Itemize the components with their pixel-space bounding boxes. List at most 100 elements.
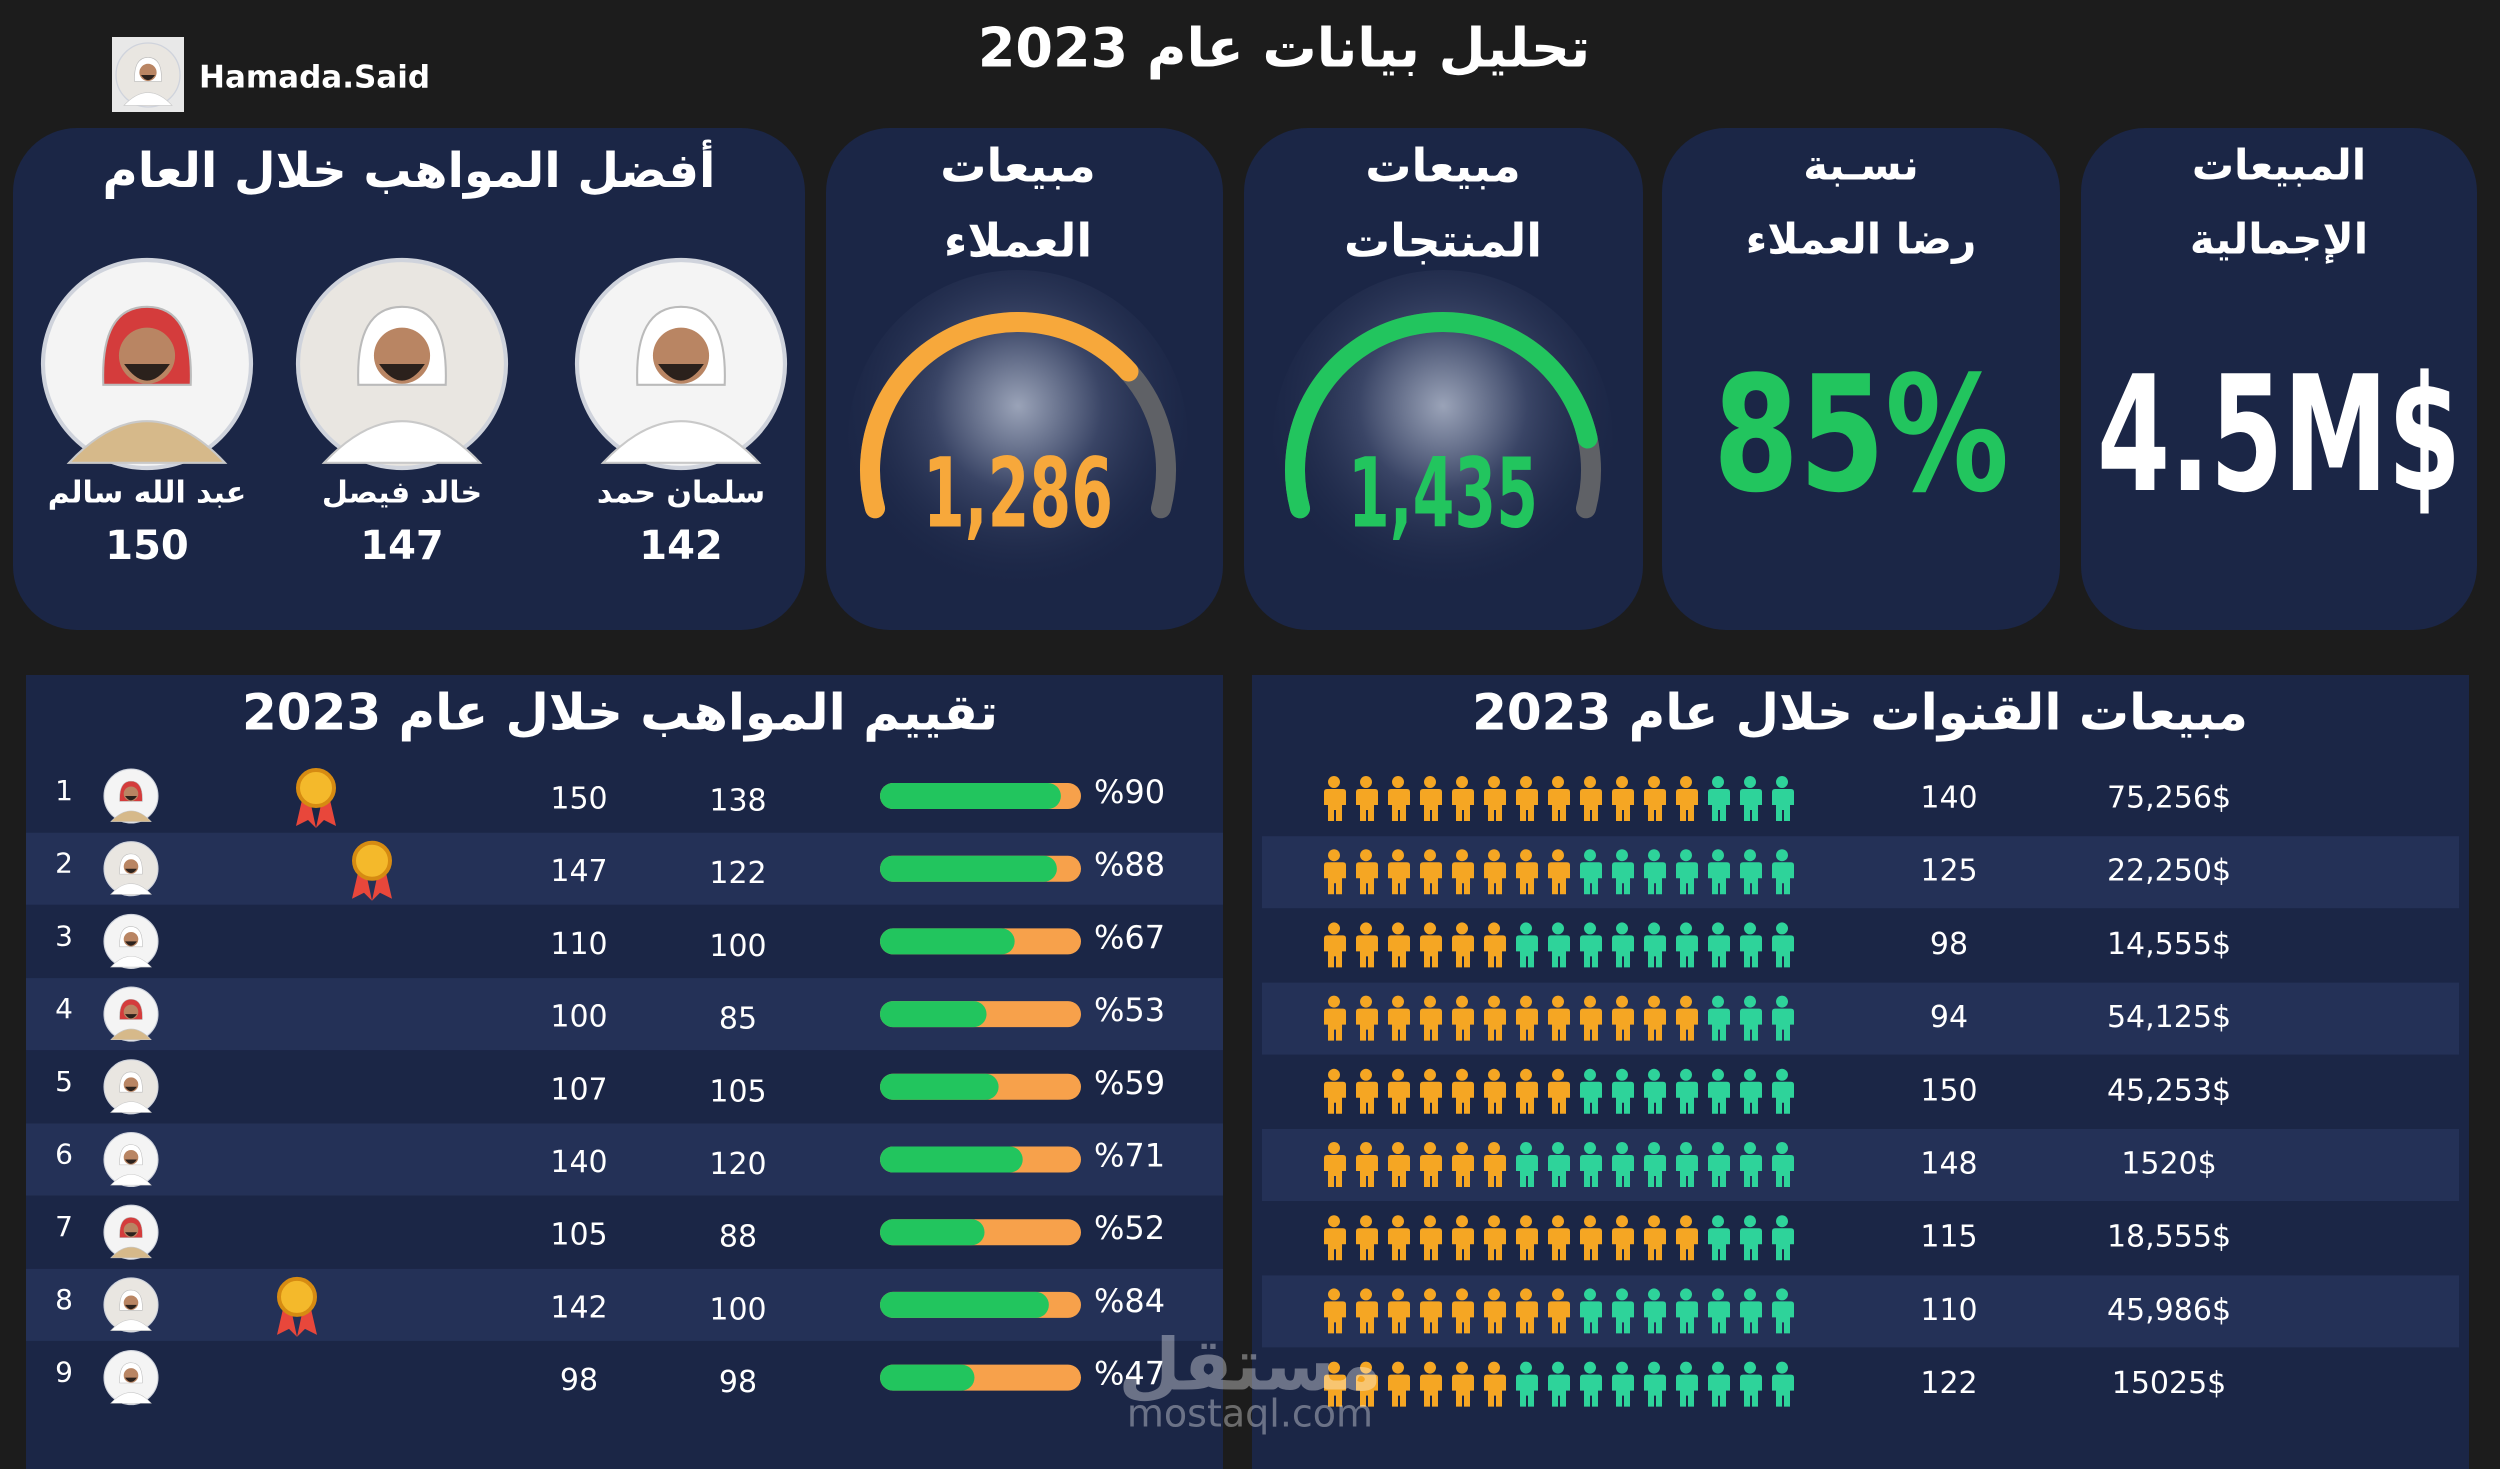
person-icon <box>1452 922 1474 968</box>
person-icon <box>1420 1068 1442 1114</box>
person-icon <box>1356 1142 1378 1187</box>
person-icon <box>1324 849 1346 895</box>
score-b: 100 <box>709 1292 766 1327</box>
person-icon <box>1740 1142 1762 1187</box>
person-icon <box>1772 995 1794 1041</box>
person-icon <box>1740 922 1762 968</box>
percent-label: %52 <box>1094 1209 1165 1247</box>
person-icon <box>1676 922 1698 968</box>
person-icon <box>1580 849 1602 895</box>
card-title: أفضل المواهب خلال العام <box>103 139 716 199</box>
score-a: 107 <box>550 1072 607 1107</box>
person-icon <box>1388 922 1410 968</box>
person-icon <box>1516 1142 1538 1187</box>
channel-count: 110 <box>1920 1293 1977 1328</box>
person-icon <box>1356 849 1378 895</box>
avatar-beard <box>125 1304 137 1310</box>
person-icon <box>1676 1142 1698 1187</box>
person-icon <box>1484 1068 1506 1114</box>
person-icon <box>1708 849 1730 895</box>
person-icon <box>1580 922 1602 968</box>
avatar-body <box>110 1101 152 1113</box>
person-icon <box>1516 1361 1538 1407</box>
avatar-body <box>110 810 152 822</box>
card-title: نسـبة <box>1803 141 1918 190</box>
percent-label: %67 <box>1094 918 1165 956</box>
person-icon <box>1356 1361 1378 1407</box>
avatar <box>40 257 254 471</box>
person-icon <box>1612 849 1634 895</box>
person-icon <box>1484 849 1506 895</box>
score-a: 150 <box>550 782 607 817</box>
percent-label: %59 <box>1094 1064 1165 1102</box>
person-icon <box>1420 849 1442 895</box>
person-icon <box>1708 1288 1730 1334</box>
person-icon <box>1676 1288 1698 1334</box>
channel-count: 98 <box>1930 927 1968 962</box>
score-a: 105 <box>550 1218 607 1253</box>
panel-title: مبيعات القنوات خلال عام 2023 <box>1472 684 2248 743</box>
person-icon <box>1708 1215 1730 1261</box>
person-icon <box>1484 995 1506 1041</box>
person-icon <box>1644 995 1666 1041</box>
channel-count: 122 <box>1920 1366 1977 1401</box>
rank: 7 <box>55 1210 73 1243</box>
person-icon <box>1548 1288 1570 1334</box>
card-title: مبيعات <box>940 139 1096 193</box>
person-icon <box>1740 849 1762 895</box>
percent-bar <box>880 1001 987 1028</box>
person-icon <box>1708 922 1730 968</box>
person-icon <box>1772 1142 1794 1187</box>
kpi-value: 1,286 <box>923 437 1113 549</box>
person-icon <box>1388 1215 1410 1261</box>
person-icon <box>1548 776 1570 821</box>
person-icon <box>1740 1288 1762 1334</box>
person-icon <box>1740 776 1762 821</box>
percent-bar <box>880 783 1061 809</box>
medal <box>352 840 392 881</box>
score-b: 100 <box>709 929 766 964</box>
person-icon <box>1772 849 1794 895</box>
score-b: 98 <box>719 1365 757 1400</box>
avatar-body <box>110 1028 152 1041</box>
avatar <box>115 42 181 108</box>
person-icon <box>1612 776 1634 821</box>
person-icon <box>1580 1068 1602 1114</box>
person-icon <box>1356 776 1378 821</box>
person-icon <box>1708 776 1730 821</box>
person-icon <box>1516 922 1538 968</box>
talent-name: سلمان حمد <box>597 476 765 511</box>
person-icon <box>1388 1142 1410 1187</box>
person-icon <box>1516 1215 1538 1261</box>
person-icon <box>1356 1215 1378 1261</box>
person-icon <box>1484 1142 1506 1187</box>
percent-bar <box>880 1219 985 1246</box>
score-b: 85 <box>719 1002 757 1037</box>
avatar-beard <box>124 364 170 381</box>
person-icon <box>1772 1361 1794 1407</box>
person-icon <box>1612 995 1634 1041</box>
avatar-body <box>110 1246 152 1259</box>
avatar-body <box>66 420 228 464</box>
medal <box>296 768 336 808</box>
score-a: 147 <box>550 854 607 889</box>
person-icon <box>1484 1361 1506 1407</box>
talent-score: 142 <box>639 523 723 569</box>
person-icon <box>1516 1288 1538 1334</box>
person-icon <box>1580 776 1602 821</box>
channel-count: 148 <box>1920 1147 1977 1182</box>
person-icon <box>1324 1361 1346 1407</box>
person-icon <box>1772 922 1794 968</box>
person-icon <box>1452 1142 1474 1187</box>
person-icon <box>1388 776 1410 821</box>
person-icon <box>1452 1215 1474 1261</box>
person-icon <box>1612 1142 1634 1187</box>
rank: 9 <box>55 1356 73 1389</box>
person-icon <box>1708 995 1730 1041</box>
avatar-beard <box>140 75 156 81</box>
avatar-beard <box>125 1014 137 1019</box>
person-icon <box>1452 849 1474 895</box>
kpi-value: 85% <box>1713 341 2009 528</box>
rank: 8 <box>55 1283 73 1316</box>
avatar-body <box>110 883 152 895</box>
